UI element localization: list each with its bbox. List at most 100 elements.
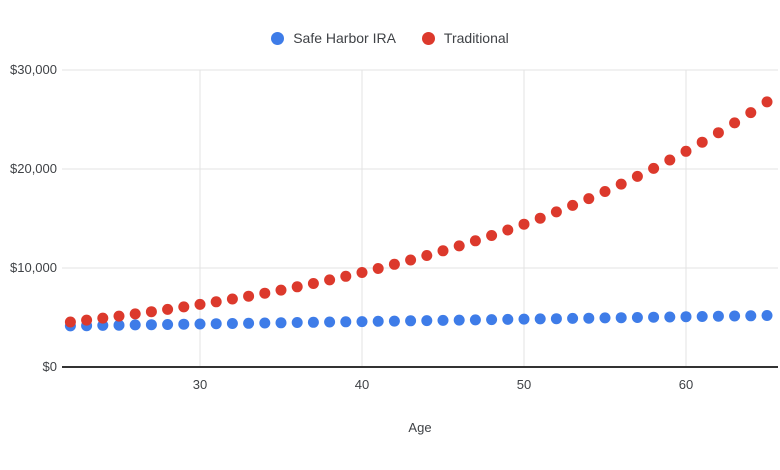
data-point-safe-harbor-ira <box>259 317 271 329</box>
data-point-safe-harbor-ira <box>421 315 433 327</box>
x-tick-label-60: 60 <box>678 377 694 392</box>
data-point-safe-harbor-ira <box>534 313 546 325</box>
legend-label-traditional: Traditional <box>443 30 509 46</box>
data-point-safe-harbor-ira <box>162 319 174 330</box>
data-point-safe-harbor-ira <box>664 311 676 323</box>
data-point-traditional <box>97 312 109 324</box>
data-point-safe-harbor-ira <box>469 314 481 326</box>
data-point-traditional <box>599 186 611 197</box>
data-point-traditional <box>696 136 708 148</box>
data-point-safe-harbor-ira <box>631 312 643 323</box>
data-point-traditional <box>275 284 287 296</box>
data-point-safe-harbor-ira <box>599 312 611 324</box>
x-tick-label-30: 30 <box>192 377 208 392</box>
data-point-safe-harbor-ira <box>291 317 303 328</box>
data-point-safe-harbor-ira <box>129 319 141 331</box>
data-point-traditional <box>129 308 141 320</box>
data-point-safe-harbor-ira <box>680 311 692 323</box>
data-point-traditional <box>145 306 157 318</box>
legend-item-safe-harbor-ira: Safe Harbor IRA <box>271 29 396 47</box>
data-point-traditional <box>194 298 206 310</box>
data-point-traditional <box>178 301 190 313</box>
x-tick-label-40: 40 <box>354 377 370 392</box>
data-point-traditional <box>81 314 93 326</box>
data-point-traditional <box>372 263 384 274</box>
data-point-traditional <box>226 293 238 305</box>
data-point-safe-harbor-ira <box>729 310 741 322</box>
data-point-safe-harbor-ira <box>307 316 319 328</box>
data-point-traditional <box>680 145 692 157</box>
data-point-traditional <box>648 162 660 174</box>
data-point-traditional <box>502 224 514 236</box>
data-point-traditional <box>486 230 498 241</box>
data-point-safe-harbor-ira <box>340 316 352 328</box>
data-point-safe-harbor-ira <box>275 317 287 329</box>
legend-label-safe-harbor-ira: Safe Harbor IRA <box>293 30 396 46</box>
data-point-traditional <box>729 117 741 129</box>
data-point-traditional <box>664 154 676 166</box>
legend-marker-blue-icon <box>271 31 285 45</box>
data-point-traditional <box>745 107 757 119</box>
data-point-traditional <box>307 278 319 289</box>
data-point-safe-harbor-ira <box>178 318 190 330</box>
x-axis-title: Age <box>408 420 432 435</box>
data-point-safe-harbor-ira <box>567 312 579 324</box>
data-point-traditional <box>162 303 174 315</box>
data-point-safe-harbor-ira <box>712 310 724 322</box>
data-point-safe-harbor-ira <box>502 313 514 325</box>
data-point-traditional <box>421 250 433 261</box>
data-point-traditional <box>761 96 773 108</box>
data-point-safe-harbor-ira <box>210 318 222 330</box>
data-point-traditional <box>534 212 546 224</box>
data-point-safe-harbor-ira <box>388 315 400 327</box>
data-point-traditional <box>259 287 271 299</box>
data-point-safe-harbor-ira <box>648 311 660 323</box>
data-point-traditional <box>64 316 76 328</box>
data-point-safe-harbor-ira <box>583 312 595 324</box>
data-point-safe-harbor-ira <box>437 314 449 326</box>
data-point-safe-harbor-ira <box>745 310 757 322</box>
data-point-safe-harbor-ira <box>518 313 530 325</box>
x-tick-label-50: 50 <box>516 377 532 392</box>
data-point-traditional <box>340 270 352 282</box>
y-tick-label-0: $0 <box>42 359 57 374</box>
data-point-safe-harbor-ira <box>761 310 773 321</box>
data-point-safe-harbor-ira <box>243 317 255 329</box>
chart-legend: Safe Harbor IRA Traditional <box>0 29 780 47</box>
data-point-traditional <box>518 218 530 230</box>
data-point-traditional <box>567 199 579 211</box>
data-point-safe-harbor-ira <box>113 319 125 331</box>
data-point-safe-harbor-ira <box>145 319 157 331</box>
data-point-safe-harbor-ira <box>486 314 498 326</box>
data-point-safe-harbor-ira <box>372 315 384 327</box>
data-point-traditional <box>210 296 222 308</box>
y-tick-label-10000: $10,000 <box>10 260 57 275</box>
data-point-traditional <box>712 127 724 139</box>
data-point-safe-harbor-ira <box>696 311 708 322</box>
y-tick-label-30000: $30,000 <box>10 62 57 77</box>
data-point-safe-harbor-ira <box>615 312 627 324</box>
data-point-safe-harbor-ira <box>226 318 238 329</box>
data-point-traditional <box>550 206 562 218</box>
data-point-traditional <box>291 281 303 293</box>
data-point-traditional <box>469 235 481 247</box>
data-point-traditional <box>356 267 368 278</box>
data-point-traditional <box>324 274 336 286</box>
data-point-safe-harbor-ira <box>356 316 368 328</box>
data-point-safe-harbor-ira <box>550 313 562 325</box>
legend-marker-red-icon <box>421 31 435 45</box>
data-point-traditional <box>113 310 125 322</box>
data-point-safe-harbor-ira <box>194 318 206 330</box>
y-tick-label-20000: $20,000 <box>10 161 57 176</box>
data-point-traditional <box>405 254 417 266</box>
data-point-traditional <box>437 245 449 257</box>
data-point-traditional <box>388 258 400 270</box>
data-point-traditional <box>243 290 255 302</box>
data-point-safe-harbor-ira <box>405 315 417 327</box>
data-point-traditional <box>615 178 627 190</box>
data-point-traditional <box>453 240 465 252</box>
data-point-safe-harbor-ira <box>453 314 465 326</box>
data-point-safe-harbor-ira <box>324 316 336 328</box>
